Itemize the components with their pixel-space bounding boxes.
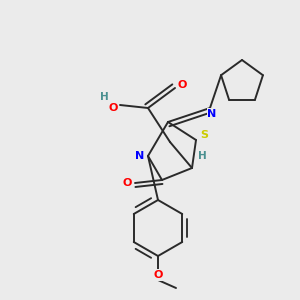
Text: O: O: [177, 80, 187, 90]
Text: O: O: [153, 270, 163, 280]
Text: H: H: [100, 92, 108, 102]
Text: S: S: [200, 130, 208, 140]
Text: O: O: [122, 178, 132, 188]
Text: N: N: [207, 109, 217, 119]
Text: H: H: [198, 151, 206, 161]
Text: O: O: [108, 103, 118, 113]
Text: N: N: [135, 151, 145, 161]
